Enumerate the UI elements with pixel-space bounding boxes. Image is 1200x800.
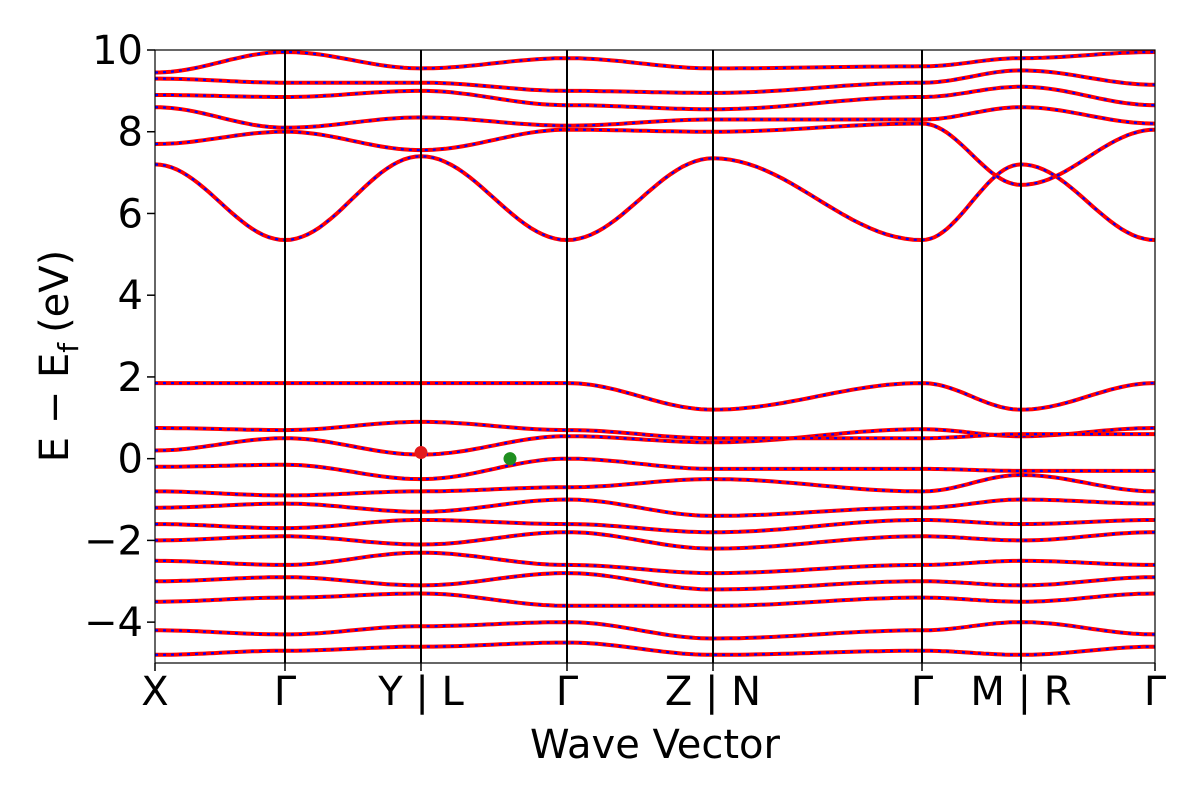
x-tick-label: Γ: [274, 669, 297, 715]
band-lines: [155, 50, 1155, 657]
x-tick-label: Z | N: [665, 669, 761, 715]
band-line-blue: [155, 518, 1155, 534]
band-line-red: [155, 640, 1155, 657]
x-tick-label: Y | L: [377, 669, 464, 715]
band-line-red: [155, 419, 1155, 441]
band-line-blue: [155, 592, 1155, 607]
band-line-red: [155, 154, 1155, 243]
band-line-red: [155, 68, 1155, 95]
y-tick-label: 10: [92, 28, 143, 74]
band-line-blue: [155, 551, 1155, 575]
band-line-blue: [155, 381, 1155, 411]
band-edge-marker: [414, 446, 428, 460]
band-line-blue: [155, 620, 1155, 640]
y-tick-label: −2: [84, 518, 143, 564]
y-axis-ticks: −4 −2 0 2 4 6 8 10: [84, 28, 155, 646]
band-line-blue: [155, 473, 1155, 497]
band-line-red: [155, 121, 1155, 187]
y-tick-label: 8: [118, 110, 143, 156]
band-line-red: [155, 381, 1155, 412]
y-tick-label: 2: [118, 355, 143, 401]
band-line-blue: [155, 426, 1155, 456]
x-axis-title: Wave Vector: [530, 722, 781, 768]
band-line-red: [155, 472, 1155, 498]
band-line-blue: [155, 531, 1155, 550]
y-axis-title: E − Ef (eV): [32, 250, 85, 463]
x-tick-label: Γ: [556, 669, 579, 715]
plot-frame: [154, 49, 1156, 664]
high-symmetry-lines: [284, 50, 1022, 663]
band-line-blue: [155, 572, 1155, 591]
y-tick-label: 0: [118, 437, 143, 483]
x-tick-label: M | R: [970, 669, 1071, 715]
y-tick-label: 6: [118, 191, 143, 237]
x-tick-label: X: [141, 669, 168, 715]
band-line-blue: [155, 155, 1155, 242]
band-line-blue: [155, 641, 1155, 656]
band-line-blue: [155, 85, 1155, 111]
band-line-red: [155, 591, 1155, 608]
band-line-blue: [155, 457, 1155, 481]
band-line-blue: [155, 122, 1155, 187]
band-line-red: [155, 530, 1155, 551]
y-tick-label: 4: [118, 273, 143, 319]
band-line-red: [155, 620, 1155, 641]
band-line-red: [155, 550, 1155, 576]
band-line-blue: [155, 50, 1155, 74]
band-line-red: [155, 571, 1155, 592]
y-tick-label: −4: [84, 600, 143, 646]
band-line-blue: [155, 498, 1155, 518]
x-tick-label: Γ: [911, 669, 934, 715]
y-axis-title-subscript: f: [52, 342, 85, 353]
band-line-red: [155, 84, 1155, 112]
band-line-blue: [155, 69, 1155, 94]
band-line-red: [155, 518, 1155, 535]
band-line-blue: [155, 420, 1155, 440]
x-tick-label: Γ: [1144, 669, 1167, 715]
band-line-red: [155, 497, 1155, 518]
band-edge-marker: [503, 452, 517, 466]
y-axis-title-unit: (eV): [32, 250, 78, 333]
band-edge-markers: [414, 446, 517, 466]
band-line-red: [155, 105, 1155, 130]
band-line-blue: [155, 106, 1155, 129]
band-line-red: [155, 426, 1155, 457]
x-axis-ticks: X Γ Y | L Γ Z | N Γ M | R Γ: [141, 663, 1167, 715]
y-axis-title-main: E − E: [32, 353, 78, 463]
